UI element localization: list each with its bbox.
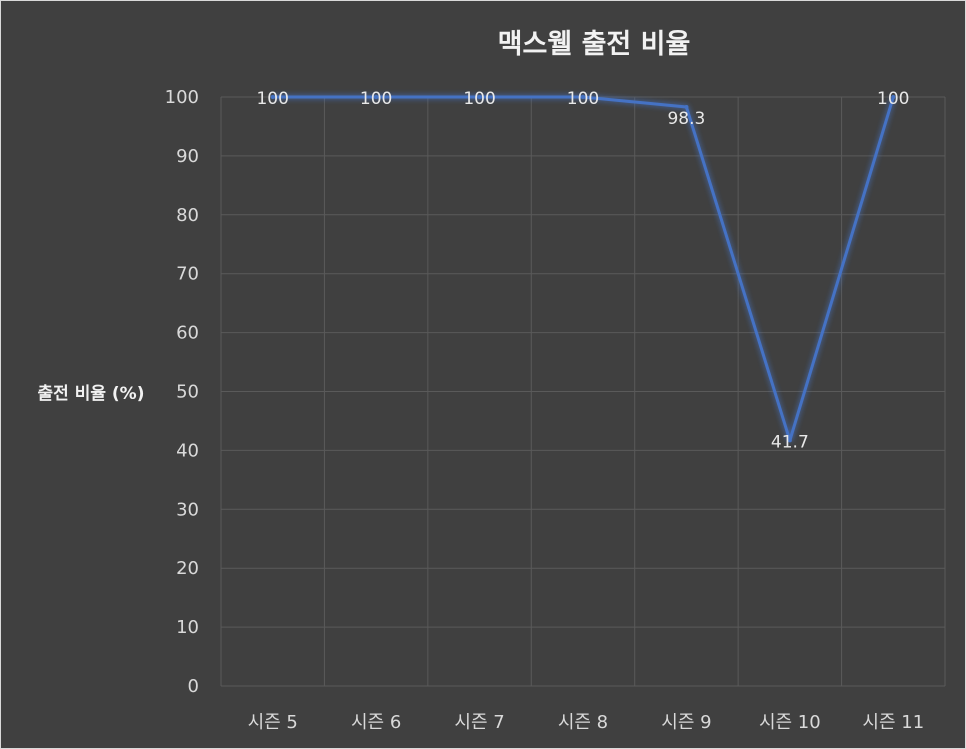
- y-tick-label: 70: [176, 264, 199, 285]
- x-tick-label: 시즌 10: [759, 712, 821, 733]
- x-tick-label: 시즌 8: [558, 712, 608, 733]
- y-axis-ticks: 0 10 20 30 40 50 60 70 80 90 100: [165, 87, 199, 697]
- chart-title: 맥스웰 출전 비율: [498, 29, 691, 60]
- data-point: [581, 95, 585, 99]
- series-line: [272, 95, 895, 442]
- data-point: [270, 95, 275, 99]
- y-axis-label: 출전 비율 (%): [38, 384, 145, 404]
- y-tick-label: 90: [176, 146, 199, 167]
- y-tick-label: 40: [176, 440, 199, 461]
- x-tick-label: 시즌 5: [248, 712, 298, 733]
- data-labels: 100 100 100 100 98.3 41.7 100: [256, 89, 909, 452]
- data-point: [374, 95, 379, 99]
- x-tick-label: 시즌 7: [454, 712, 504, 733]
- y-tick-label: 10: [176, 617, 199, 638]
- y-tick-label: 100: [165, 87, 199, 108]
- data-point: [787, 438, 792, 443]
- series-layer: [270, 95, 896, 443]
- data-label: 100: [360, 89, 392, 109]
- data-label: 98.3: [667, 109, 705, 129]
- y-tick-label: 50: [176, 382, 199, 403]
- data-point: [684, 105, 689, 110]
- x-tick-label: 시즌 11: [862, 712, 924, 733]
- data-label: 100: [256, 89, 288, 109]
- data-point: [891, 95, 896, 99]
- data-label: 41.7: [771, 432, 809, 452]
- x-axis-ticks: 시즌 5 시즌 6 시즌 7 시즌 8 시즌 9 시즌 10 시즌 11: [248, 712, 925, 733]
- data-label: 100: [877, 89, 909, 109]
- y-tick-label: 80: [176, 205, 199, 226]
- y-tick-label: 20: [176, 558, 199, 579]
- y-tick-label: 30: [176, 499, 199, 520]
- x-tick-label: 시즌 6: [351, 712, 401, 733]
- data-point: [477, 95, 482, 99]
- data-label: 100: [567, 89, 599, 109]
- x-tick-label: 시즌 9: [661, 712, 711, 733]
- y-tick-label: 0: [188, 676, 199, 697]
- grid: [220, 96, 946, 687]
- data-label: 100: [463, 89, 495, 109]
- y-tick-label: 60: [176, 323, 199, 344]
